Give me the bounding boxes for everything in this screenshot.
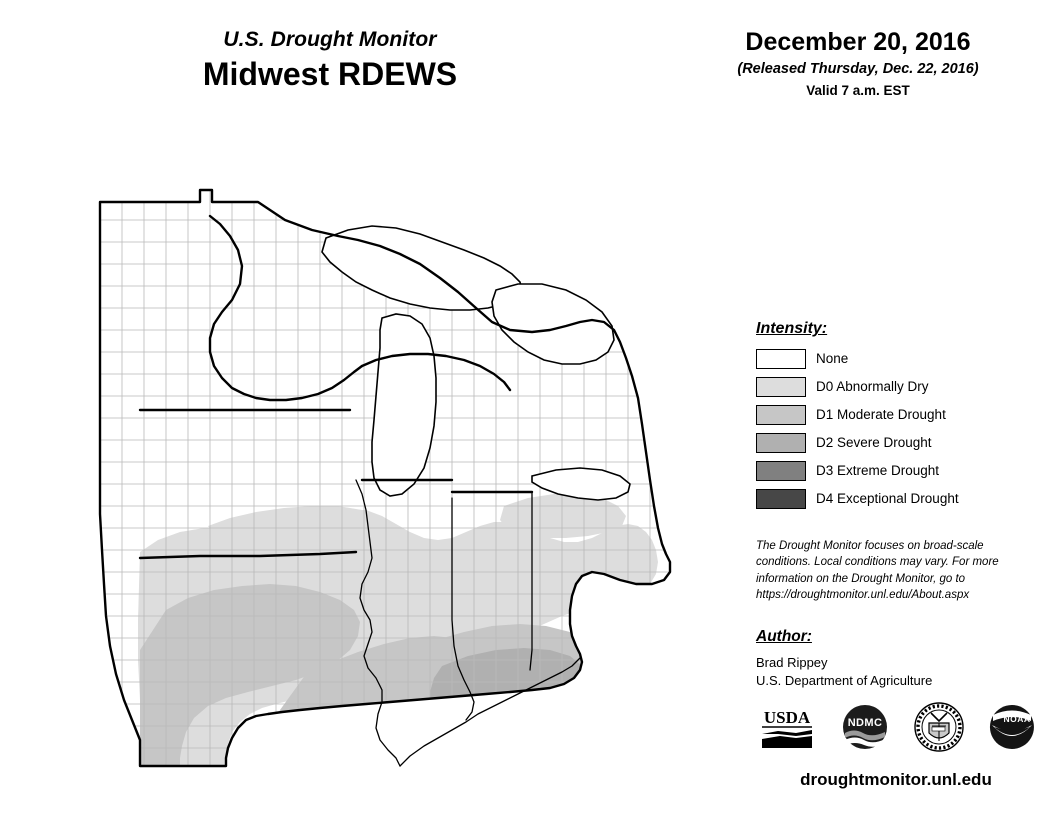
disclaimer-line-3: information on the Drought Monitor, go t… xyxy=(756,572,966,585)
valid-date: December 20, 2016 xyxy=(745,28,971,56)
author-organization: U.S. Department of Agriculture xyxy=(756,672,933,688)
legend-item-d3[interactable]: D3 Extreme Drought xyxy=(756,459,1036,482)
border-il-in xyxy=(451,497,475,721)
svg-text:USDA: USDA xyxy=(764,708,811,727)
legend-swatch-d3 xyxy=(756,460,806,481)
great-lakes xyxy=(321,225,631,501)
legend-swatch-none xyxy=(756,348,806,369)
header-right-date-block: December 20, 2016 (Released Thursday, De… xyxy=(660,28,1056,99)
legend-item-d0[interactable]: D0 Abnormally Dry xyxy=(756,375,1036,398)
page-title: Midwest RDEWS xyxy=(202,56,458,93)
author-heading: Author: xyxy=(756,628,812,645)
ndmc-logo[interactable]: NDMC xyxy=(841,703,889,756)
border-wi-mi xyxy=(360,352,512,392)
border-ia-mo xyxy=(138,550,358,560)
legend-label-d4: D4 Exceptional Drought xyxy=(816,491,959,506)
website-url[interactable]: droughtmonitor.unl.edu xyxy=(800,770,992,789)
drought-area-d1-missouri xyxy=(140,584,360,766)
drought-area-d1-illinois xyxy=(260,636,474,766)
disclaimer-line-1: The Drought Monitor focuses on broad-sca… xyxy=(756,540,984,552)
legend-label-d1: D1 Moderate Drought xyxy=(816,407,946,422)
author-name: Brad Rippey xyxy=(756,655,828,670)
legend-label-d2: D2 Severe Drought xyxy=(816,435,932,450)
legend-item-d4[interactable]: D4 Exceptional Drought xyxy=(756,487,1036,510)
disclaimer-text: The Drought Monitor focuses on broad-sca… xyxy=(756,538,1026,603)
legend-swatch-d2 xyxy=(756,432,806,453)
lake-michigan xyxy=(371,313,437,497)
valid-time: Valid 7 a.m. EST xyxy=(806,82,910,98)
svg-text:NDMC: NDMC xyxy=(848,717,883,729)
legend-label-d3: D3 Extreme Drought xyxy=(816,463,940,478)
border-in-oh xyxy=(529,491,533,671)
region-outline xyxy=(98,188,672,768)
intensity-legend: Intensity: None D0 Abnormally Dry D1 Mod… xyxy=(756,320,1036,515)
lake-erie xyxy=(531,467,631,501)
legend-swatch-d4 xyxy=(756,488,806,509)
released-date: (Released Thursday, Dec. 22, 2016) xyxy=(737,60,979,77)
legend-heading: Intensity: xyxy=(756,320,828,337)
drought-map[interactable] xyxy=(80,180,680,770)
legend-swatch-d0 xyxy=(756,376,806,397)
legend-item-d1[interactable]: D1 Moderate Drought xyxy=(756,403,1036,426)
header-left-titles: U.S. Drought Monitor Midwest RDEWS xyxy=(0,28,660,94)
author-block: Author: Brad Rippey U.S. Department of A… xyxy=(756,628,1036,690)
border-ohio-river xyxy=(399,657,581,767)
lake-huron xyxy=(491,283,615,365)
svg-text:NOAA: NOAA xyxy=(1003,714,1030,724)
disclaimer-line-2: conditions. Local conditions may vary. F… xyxy=(756,556,999,569)
state-boundaries xyxy=(98,188,672,768)
logo-row: USDA NDMC xyxy=(756,700,1036,758)
unl-seal-logo[interactable] xyxy=(913,701,965,758)
usda-logo[interactable]: USDA xyxy=(756,703,818,756)
border-mn-wi xyxy=(208,214,364,402)
noaa-logo[interactable]: NOAA xyxy=(988,703,1036,756)
drought-area-d0-iowa xyxy=(208,506,396,546)
page-subtitle: U.S. Drought Monitor xyxy=(223,28,437,51)
legend-item-none[interactable]: None xyxy=(756,347,1036,370)
legend-item-d2[interactable]: D2 Severe Drought xyxy=(756,431,1036,454)
legend-label-none: None xyxy=(816,351,849,366)
disclaimer-link[interactable]: https://droughtmonitor.unl.edu/About.asp… xyxy=(756,588,970,601)
legend-label-d0: D0 Abnormally Dry xyxy=(816,379,929,394)
legend-swatch-d1 xyxy=(756,404,806,425)
border-mo-il xyxy=(355,479,401,767)
